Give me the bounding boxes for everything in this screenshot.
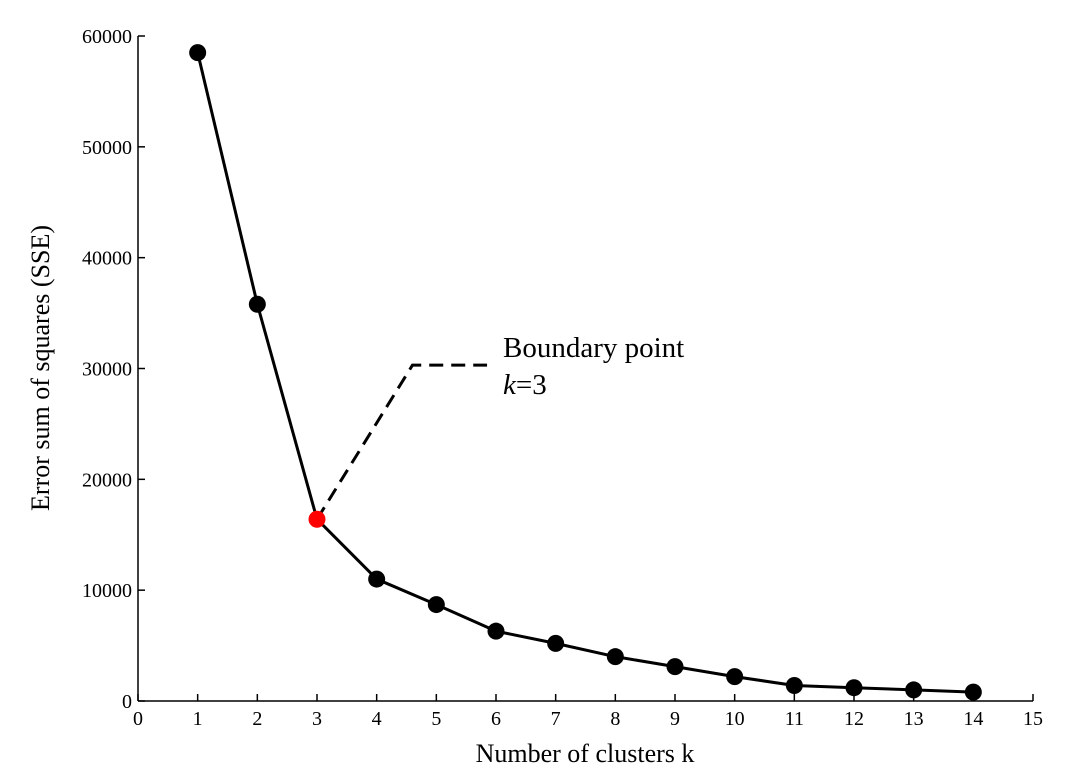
x-tick-label: 8 — [610, 708, 620, 730]
data-point — [726, 668, 744, 686]
x-tick-label: 1 — [193, 708, 203, 730]
x-tick-label: 6 — [491, 708, 501, 730]
y-tick-label: 50000 — [82, 137, 132, 159]
data-point — [666, 658, 684, 676]
axes: 0 1 2 3 4 5 6 7 8 9 10 11 12 13 14 15010000200003000040… — [82, 26, 1043, 730]
data-point — [427, 596, 445, 614]
x-tick-label: 11 — [785, 708, 804, 730]
data-point — [487, 622, 505, 640]
x-tick-label: 13 — [904, 708, 924, 730]
series-line — [196, 52, 974, 694]
y-tick-label: 60000 — [82, 26, 132, 48]
y-tick-label: 30000 — [82, 359, 132, 381]
y-tick-label: 10000 — [82, 580, 132, 602]
data-point — [368, 570, 386, 588]
data-point — [905, 681, 923, 699]
x-tick-label: 12 — [844, 708, 864, 730]
x-tick-label: 4 — [372, 708, 382, 730]
series-group — [189, 44, 982, 701]
x-tick-label: 5 — [431, 708, 441, 730]
x-tick-label: 15 — [1023, 708, 1043, 730]
annotation-equals-value: =3 — [516, 369, 547, 401]
highlight-point — [308, 510, 326, 528]
y-tick-label: 40000 — [82, 248, 132, 270]
annotation-label: Boundary point — [503, 332, 684, 364]
y-tick-label: 20000 — [82, 469, 132, 491]
x-tick-label: 7 — [551, 708, 561, 730]
annotation-k-symbol: k — [503, 369, 517, 401]
data-point — [845, 679, 863, 697]
data-point — [964, 683, 982, 701]
x-tick-label: 2 — [252, 708, 262, 730]
data-point — [248, 295, 266, 313]
data-point — [547, 634, 565, 652]
y-tick-label: 0 — [122, 691, 132, 713]
data-point — [189, 44, 207, 62]
annotation-leader-line — [315, 363, 488, 521]
y-axis-title: Error sum of squares (SSE) — [26, 225, 55, 511]
x-tick-label: 10 — [725, 708, 745, 730]
x-tick-label: 14 — [963, 708, 983, 730]
annotation-leader — [315, 363, 488, 521]
data-point — [606, 648, 624, 666]
x-axis-title: Number of clusters k — [476, 739, 695, 768]
x-tick-label: 9 — [670, 708, 680, 730]
data-point — [785, 676, 803, 694]
annotation-value: k=3 — [503, 369, 547, 401]
x-tick-label: 0 — [133, 708, 143, 730]
x-tick-label: 3 — [312, 708, 322, 730]
